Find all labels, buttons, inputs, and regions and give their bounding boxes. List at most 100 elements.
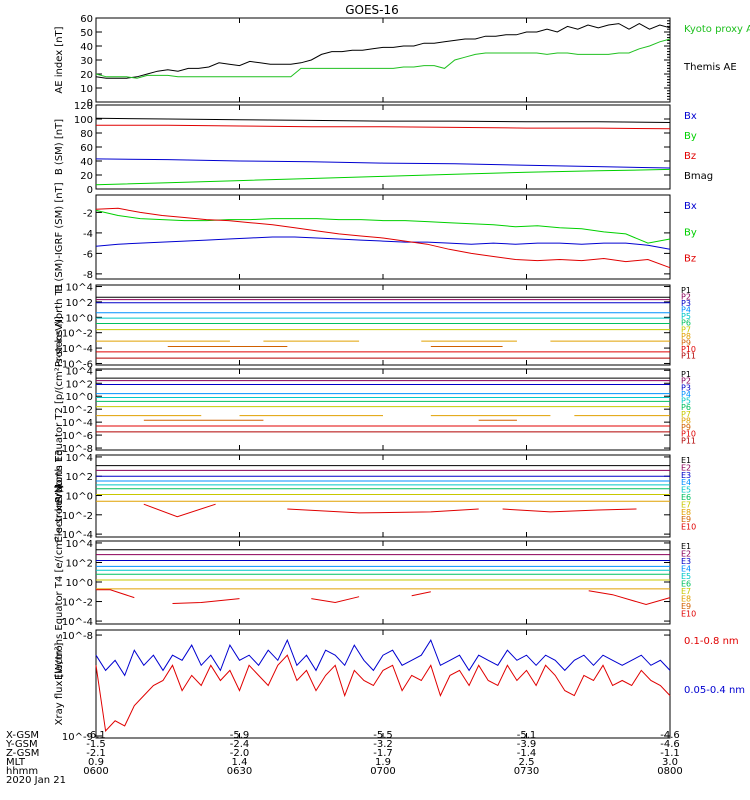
bottom-axis-table: X-GSM -6.1 -5.9 -5.5 -5.1 -4.6 Y-GSM -1.5 -2.4 -3… <box>5 730 683 786</box>
y-tick-label: 60 <box>80 143 93 154</box>
channel-legend-label: E2 <box>681 550 691 559</box>
y-tick-label: -4 <box>83 229 93 240</box>
y-tick-label: 10^-6 <box>62 431 93 442</box>
panel-frame <box>95 629 671 739</box>
channel-legend-label: P11 <box>681 351 696 360</box>
legend-entry: Bz <box>684 151 696 162</box>
channel-legend-label: E1 <box>681 542 691 551</box>
legend-entry: Bz <box>684 254 696 265</box>
y-tick-label: -8 <box>83 270 93 281</box>
axis-row-value: -3.2 <box>373 739 393 750</box>
y-tick-label: 20 <box>80 70 93 81</box>
flux-channel-segment <box>588 590 671 606</box>
legend-entry: By <box>684 227 697 238</box>
series-line-kyoto <box>95 38 671 79</box>
axis-row-value: 2.5 <box>519 757 535 768</box>
series-line-green <box>95 209 671 244</box>
channel-legend-label: P9 <box>681 338 691 347</box>
legend-entry: Bmag <box>684 171 713 182</box>
y-tick-label: 10^0 <box>66 313 93 324</box>
y-tick-label: 80 <box>80 129 93 140</box>
axis-row-value: -5.9 <box>230 730 250 741</box>
channel-legend-label: E9 <box>681 515 691 524</box>
axis-row-value: -1.7 <box>373 748 393 759</box>
channel-legend-label: E6 <box>681 580 691 589</box>
y-tick-label: 10^-2 <box>62 405 93 416</box>
plot-title: GOES-16 <box>345 3 399 17</box>
y-tick-label: 10^-4 <box>62 344 93 355</box>
axis-row-value: 3.0 <box>662 757 678 768</box>
series-line-blue <box>95 638 671 677</box>
channel-legend-label: P4 <box>681 390 691 399</box>
channel-legend-label: E4 <box>681 565 691 574</box>
channel-legend-label: P7 <box>681 410 691 419</box>
flux-channel-segment <box>96 589 135 599</box>
y-axis-title: Protons Equator T2 [p/(cm²-s-sr-keV)] <box>54 316 65 503</box>
y-tick-label: 10^-2 <box>62 511 93 522</box>
panel-stack: 0 10 20 30 40 50 60 AE index [nT] Kyoto proxy AE… <box>54 14 750 743</box>
axis-row-value: -1.1 <box>660 748 680 759</box>
y-tick-label: 10^0 <box>66 492 93 503</box>
axis-row-value: 0800 <box>657 766 682 777</box>
y-tick-label: 10^-4 <box>62 617 93 628</box>
y-tick-label: 10^4 <box>66 366 93 377</box>
channel-legend-label: E5 <box>681 572 691 581</box>
flux-channel-segment <box>143 503 216 518</box>
channel-legend-label: P3 <box>681 383 691 392</box>
axis-row-value: 1.4 <box>232 757 248 768</box>
axis-row-value: 0700 <box>370 766 395 777</box>
axis-row-label: hhmm <box>6 766 38 777</box>
channel-legend-label: P2 <box>681 293 691 302</box>
axis-row-value: 0630 <box>227 766 252 777</box>
y-tick-label: 30 <box>80 56 93 67</box>
channel-legend-label: E5 <box>681 486 691 495</box>
y-tick-label: 0 <box>87 185 93 196</box>
axis-row-label: X-GSM <box>6 730 39 741</box>
y-tick-label: 60 <box>80 14 93 25</box>
axis-row-value: -2.0 <box>230 748 250 759</box>
channel-legend-label: E8 <box>681 595 691 604</box>
flux-channel-segment <box>311 596 360 604</box>
channel-legend-label: E9 <box>681 602 691 611</box>
channel-legend-label: P3 <box>681 299 691 308</box>
channel-legend-label: P10 <box>681 345 696 354</box>
panel-pequator: 10^-8 10^-6 10^-4 10^-2 10^0 10^2 10^4Protons … <box>54 316 696 503</box>
axis-row-value: -1.5 <box>86 739 106 750</box>
y-tick-label: 40 <box>80 157 93 168</box>
channel-legend-label: E8 <box>681 508 691 517</box>
channel-legend-label: E10 <box>681 523 696 532</box>
channel-legend-label: E6 <box>681 493 691 502</box>
y-tick-label: 10^-8 <box>62 444 93 455</box>
y-tick-label: -2 <box>83 208 93 219</box>
axis-row-label: Z-GSM <box>6 748 39 759</box>
y-tick-label: 10^-2 <box>62 598 93 609</box>
channel-legend-label: P8 <box>681 416 691 425</box>
y-tick-label: 10^4 <box>66 453 93 464</box>
y-tick-label: 120 <box>74 101 93 112</box>
panel-bsm: 0 20 40 60 80 100 120 B (SM) [nT] Bx By Bz Bmag <box>54 101 713 196</box>
channel-legend-label: E10 <box>681 610 696 619</box>
channel-legend-label: E7 <box>681 587 691 596</box>
y-tick-label: 10^-8 <box>62 631 93 642</box>
channel-legend-label: E3 <box>681 557 691 566</box>
channel-legend-label: E7 <box>681 500 691 509</box>
legend-entry: 0.1-0.8 nm <box>684 636 739 647</box>
axis-row-value: -2.4 <box>230 739 250 750</box>
panel-frame <box>95 17 671 103</box>
y-tick-label: -6 <box>83 249 93 260</box>
y-tick-label: 10^2 <box>66 298 93 309</box>
y-tick-label: 0 <box>87 98 93 109</box>
y-axis-title: Xray flux [W/m²] <box>54 643 65 726</box>
y-tick-label: 10^0 <box>66 392 93 403</box>
y-axis-title: AE index [nT] <box>54 26 65 93</box>
y-axis-title: Electrons Equator T4 [e/(cm²-s-sr-keV)] <box>54 485 65 680</box>
axis-row-value: -3.9 <box>517 739 537 750</box>
series-line-red <box>95 207 671 269</box>
legend-entry: Themis AE <box>683 62 737 73</box>
flux-channel-segment <box>172 598 240 604</box>
y-tick-label: 40 <box>80 42 93 53</box>
channel-legend-label: P7 <box>681 325 691 334</box>
channel-legend-label: P9 <box>681 423 691 432</box>
axis-row-value: -5.1 <box>517 730 537 741</box>
